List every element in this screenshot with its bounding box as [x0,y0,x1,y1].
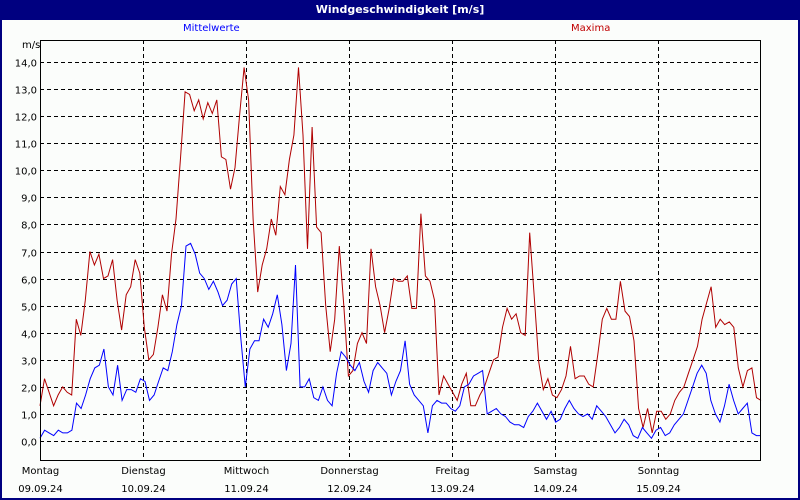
x-axis-day-label: Freitag 13.09.24 [430,466,475,495]
y-axis-unit: m/s [22,40,41,51]
y-tick-label: 0,0 [21,438,37,449]
y-tick-label: 13,0 [15,86,37,97]
y-tick-label: 9,0 [21,194,37,205]
x-axis-day-label: Sonntag 15.09.24 [636,466,681,495]
y-tick-label: 6,0 [21,276,37,287]
legend-max: Maxima [571,23,611,34]
legend-mean: Mittelwerte [183,23,240,34]
y-tick-label: 4,0 [21,330,37,341]
x-axis-day-label: Montag 09.09.24 [18,466,63,495]
y-tick-label: 3,0 [21,357,37,368]
chart-title: Windgeschwindigkeit [m/s] [0,0,800,20]
plot-border [40,40,761,461]
series-maxima-line [39,67,762,434]
y-tick-label: 11,0 [15,140,37,151]
x-axis-day-label: Dienstag 10.09.24 [121,466,166,495]
y-tick-label: 12,0 [15,113,37,124]
x-axis-day-label: Samstag 14.09.24 [533,466,578,495]
series-mittelwerte-line [39,242,761,440]
x-axis-day-label: Mittwoch 11.09.24 [223,466,270,495]
y-tick-label: 10,0 [15,167,37,178]
y-tick-label: 5,0 [21,303,37,314]
x-axis-day-label: Donnerstag 12.09.24 [320,466,379,495]
y-tick-label: 8,0 [21,221,37,232]
y-tick-label: 2,0 [21,384,37,395]
y-tick-label: 7,0 [21,249,37,260]
y-tick-label: 1,0 [21,411,37,422]
y-tick-label: 14,0 [15,59,37,70]
gridlines [40,40,761,461]
y-axis-ticks: 0,0 1,0 2,0 3,0 4,0 5,0 6,0 7,0 8,0 9,0 10,0 11,0 12… [15,59,37,449]
